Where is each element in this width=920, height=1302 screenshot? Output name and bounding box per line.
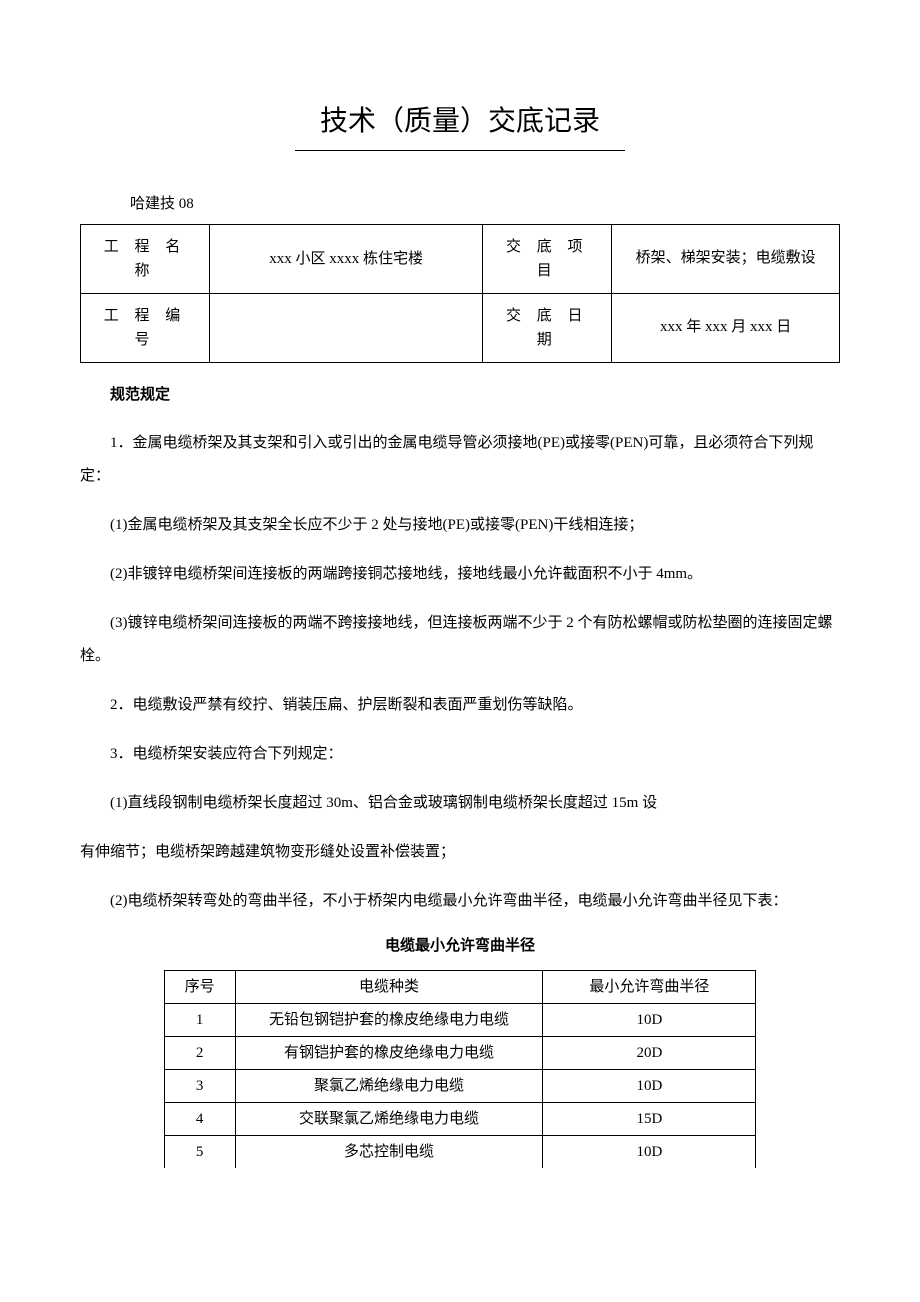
- paragraph-1: 1．金属电缆桥架及其支架和引入或引出的金属电缆导管必须接地(PE)或接零(PEN…: [80, 427, 840, 493]
- paragraph-7: (1)直线段钢制电缆桥架长度超过 30m、铝合金或玻璃钢制电缆桥架长度超过 15…: [80, 787, 840, 820]
- table-cell: 3: [164, 1069, 235, 1102]
- paragraph-6: 3．电缆桥架安装应符合下列规定：: [80, 738, 840, 771]
- table-cell: 10D: [543, 1003, 756, 1036]
- table-cell: 聚氯乙烯绝缘电力电缆: [235, 1069, 543, 1102]
- table-cell: 有钢铠护套的橡皮绝缘电力电缆: [235, 1036, 543, 1069]
- table-header-1: 序号: [164, 970, 235, 1003]
- table-cell: 15D: [543, 1102, 756, 1135]
- paragraph-5: 2．电缆敷设严禁有绞拧、销装压扁、护层断裂和表面严重划伤等缺陷。: [80, 689, 840, 722]
- project-name-label: 工 程 名 称: [81, 224, 210, 293]
- table-row: 4 交联聚氯乙烯绝缘电力电缆 15D: [164, 1102, 756, 1135]
- table-header-3: 最小允许弯曲半径: [543, 970, 756, 1003]
- paragraph-8: 有伸缩节；电缆桥架跨越建筑物变形缝处设置补偿装置；: [80, 836, 840, 869]
- paragraph-9: (2)电缆桥架转弯处的弯曲半径，不小于桥架内电缆最小允许弯曲半径，电缆最小允许弯…: [80, 885, 840, 918]
- data-table: 序号 电缆种类 最小允许弯曲半径 1 无铅包钢铠护套的橡皮绝缘电力电缆 10D …: [164, 970, 757, 1168]
- project-name-value: xxx 小区 xxxx 栋住宅楼: [210, 224, 483, 293]
- table-cell: 4: [164, 1102, 235, 1135]
- table-cell: 10D: [543, 1135, 756, 1168]
- project-no-value: [210, 293, 483, 362]
- project-no-label: 工 程 编 号: [81, 293, 210, 362]
- paragraph-3: (2)非镀锌电缆桥架间连接板的两端跨接铜芯接地线，接地线最小允许截面积不小于 4…: [80, 558, 840, 591]
- table-row: 2 有钢铠护套的橡皮绝缘电力电缆 20D: [164, 1036, 756, 1069]
- table-cell: 20D: [543, 1036, 756, 1069]
- title-underline: [80, 153, 840, 177]
- item-label: 交 底 项 目: [483, 224, 612, 293]
- table-cell: 交联聚氯乙烯绝缘电力电缆: [235, 1102, 543, 1135]
- document-title: 技术（质量）交底记录: [80, 100, 840, 145]
- table-title: 电缆最小允许弯曲半径: [80, 934, 840, 958]
- table-cell: 10D: [543, 1069, 756, 1102]
- paragraph-4: (3)镀锌电缆桥架间连接板的两端不跨接接地线，但连接板两端不少于 2 个有防松螺…: [80, 607, 840, 673]
- table-row: 3 聚氯乙烯绝缘电力电缆 10D: [164, 1069, 756, 1102]
- date-label: 交 底 日 期: [483, 293, 612, 362]
- section-heading: 规范规定: [110, 383, 840, 407]
- date-value: xxx 年 xxx 月 xxx 日: [612, 293, 840, 362]
- content-body: 1．金属电缆桥架及其支架和引入或引出的金属电缆导管必须接地(PE)或接零(PEN…: [80, 427, 840, 918]
- header-table: 工 程 名 称 xxx 小区 xxxx 栋住宅楼 交 底 项 目 桥架、梯架安装…: [80, 224, 840, 363]
- table-row: 5 多芯控制电缆 10D: [164, 1135, 756, 1168]
- table-header-2: 电缆种类: [235, 970, 543, 1003]
- item-value: 桥架、梯架安装；电缆敷设: [612, 224, 840, 293]
- table-cell: 1: [164, 1003, 235, 1036]
- table-cell: 2: [164, 1036, 235, 1069]
- document-number: 哈建技 08: [130, 192, 840, 216]
- table-row: 1 无铅包钢铠护套的橡皮绝缘电力电缆 10D: [164, 1003, 756, 1036]
- table-cell: 5: [164, 1135, 235, 1168]
- paragraph-2: (1)金属电缆桥架及其支架全长应不少于 2 处与接地(PE)或接零(PEN)干线…: [80, 509, 840, 542]
- table-cell: 多芯控制电缆: [235, 1135, 543, 1168]
- table-cell: 无铅包钢铠护套的橡皮绝缘电力电缆: [235, 1003, 543, 1036]
